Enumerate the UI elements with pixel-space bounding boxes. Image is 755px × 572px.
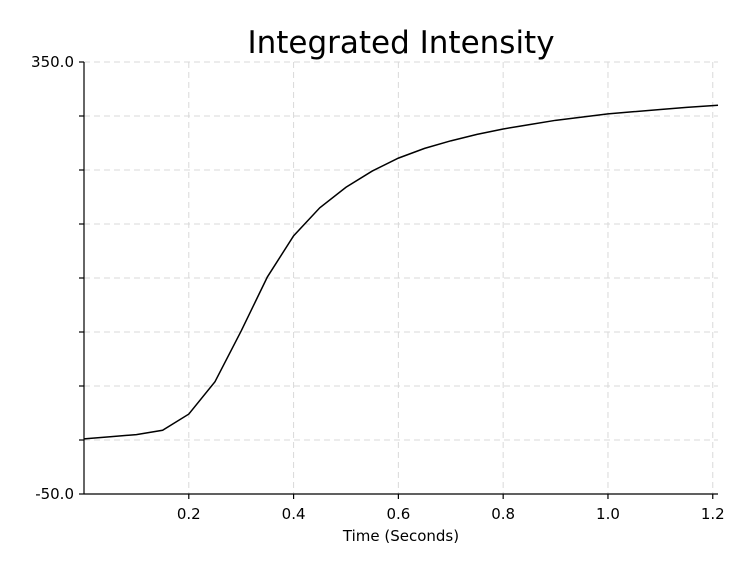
x-tick-label: 0.8 [491,505,515,523]
x-tick-label: 1.0 [596,505,620,523]
x-tick-label: 0.6 [386,505,410,523]
x-tick-label: 0.2 [177,505,201,523]
ticks: 0.2 0.4 0.6 0.8 1.0 1.2 -50.0 350.0 [31,53,725,523]
y-tick-label: 350.0 [31,53,74,71]
x-tick-label: 1.2 [701,505,725,523]
chart-title: Integrated Intensity [247,25,554,61]
series [83,104,719,440]
y-tick-label: -50.0 [35,485,74,503]
series-line [83,104,719,440]
grid [84,61,718,495]
x-tick-label: 0.4 [282,505,306,523]
x-axis-label: Time (Seconds) [342,527,459,545]
